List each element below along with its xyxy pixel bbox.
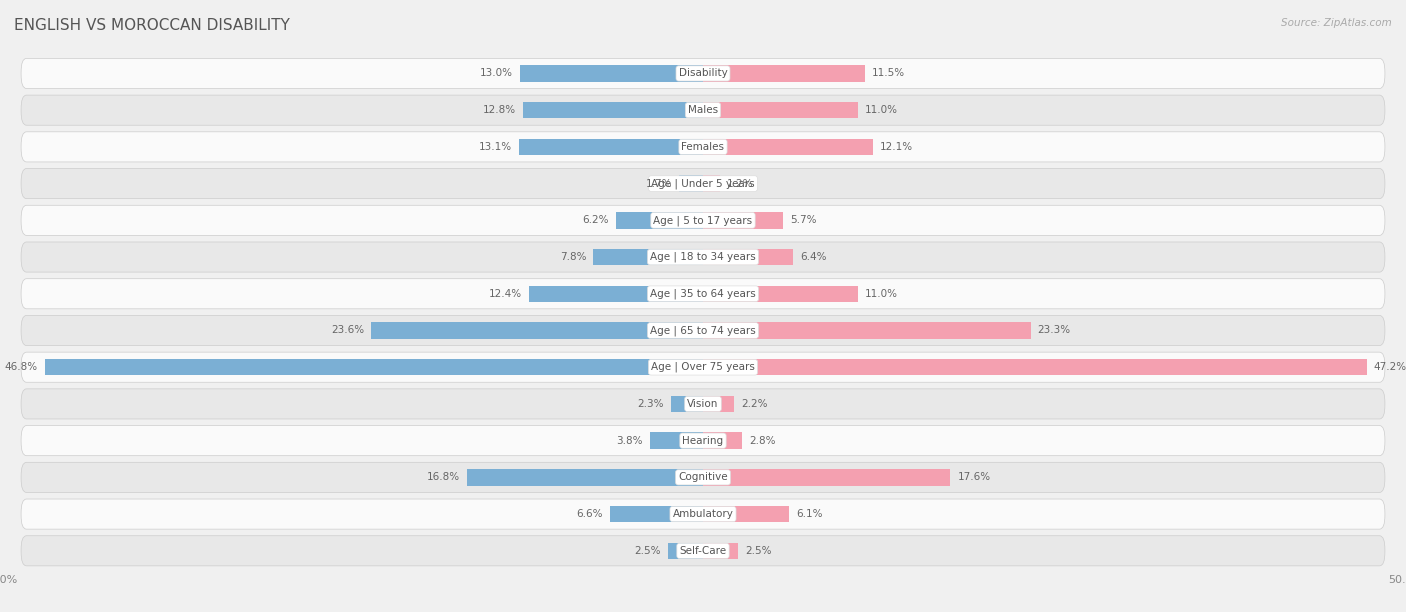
Text: Age | 5 to 17 years: Age | 5 to 17 years: [654, 215, 752, 226]
Text: 47.2%: 47.2%: [1374, 362, 1406, 372]
Text: Ambulatory: Ambulatory: [672, 509, 734, 519]
Text: Hearing: Hearing: [682, 436, 724, 446]
FancyBboxPatch shape: [21, 425, 1385, 456]
Bar: [45, 359, 703, 375]
Bar: [703, 249, 793, 265]
FancyBboxPatch shape: [21, 242, 1385, 272]
Text: Age | 18 to 34 years: Age | 18 to 34 years: [650, 252, 756, 263]
Text: Age | Over 75 years: Age | Over 75 years: [651, 362, 755, 373]
Text: Age | 65 to 74 years: Age | 65 to 74 years: [650, 325, 756, 336]
Text: 12.1%: 12.1%: [880, 142, 914, 152]
Text: 12.8%: 12.8%: [482, 105, 516, 115]
Bar: [616, 212, 703, 228]
Bar: [371, 323, 703, 338]
Text: 16.8%: 16.8%: [426, 472, 460, 482]
Bar: [703, 469, 950, 485]
FancyBboxPatch shape: [21, 315, 1385, 346]
Text: Source: ZipAtlas.com: Source: ZipAtlas.com: [1281, 18, 1392, 28]
Bar: [703, 212, 783, 228]
Text: 2.5%: 2.5%: [745, 546, 772, 556]
Bar: [703, 543, 738, 559]
Text: 17.6%: 17.6%: [957, 472, 991, 482]
Text: Males: Males: [688, 105, 718, 115]
FancyBboxPatch shape: [21, 58, 1385, 89]
Text: 6.1%: 6.1%: [796, 509, 823, 519]
Text: 5.7%: 5.7%: [790, 215, 817, 225]
Text: 23.3%: 23.3%: [1038, 326, 1071, 335]
Bar: [523, 102, 703, 118]
Text: 11.0%: 11.0%: [865, 289, 897, 299]
Bar: [703, 176, 720, 192]
Bar: [703, 396, 734, 412]
Bar: [650, 433, 703, 449]
Text: 3.8%: 3.8%: [616, 436, 643, 446]
Bar: [610, 506, 703, 522]
Text: 6.6%: 6.6%: [576, 509, 603, 519]
Bar: [519, 139, 703, 155]
Bar: [703, 286, 858, 302]
Text: Self-Care: Self-Care: [679, 546, 727, 556]
Text: 13.0%: 13.0%: [481, 69, 513, 78]
FancyBboxPatch shape: [21, 352, 1385, 382]
Bar: [593, 249, 703, 265]
FancyBboxPatch shape: [21, 95, 1385, 125]
FancyBboxPatch shape: [21, 168, 1385, 199]
Text: 2.2%: 2.2%: [741, 399, 768, 409]
Text: 13.1%: 13.1%: [478, 142, 512, 152]
Text: 2.3%: 2.3%: [637, 399, 664, 409]
Text: 6.2%: 6.2%: [582, 215, 609, 225]
Bar: [703, 139, 873, 155]
Bar: [671, 396, 703, 412]
Text: Cognitive: Cognitive: [678, 472, 728, 482]
Bar: [668, 543, 703, 559]
Text: 2.5%: 2.5%: [634, 546, 661, 556]
FancyBboxPatch shape: [21, 536, 1385, 566]
Bar: [679, 176, 703, 192]
Text: ENGLISH VS MOROCCAN DISABILITY: ENGLISH VS MOROCCAN DISABILITY: [14, 18, 290, 34]
Text: 7.8%: 7.8%: [560, 252, 586, 262]
Text: Age | 35 to 64 years: Age | 35 to 64 years: [650, 288, 756, 299]
Bar: [703, 65, 865, 81]
FancyBboxPatch shape: [21, 132, 1385, 162]
Text: 23.6%: 23.6%: [330, 326, 364, 335]
Bar: [520, 65, 703, 81]
Text: 12.4%: 12.4%: [488, 289, 522, 299]
Text: 6.4%: 6.4%: [800, 252, 827, 262]
FancyBboxPatch shape: [21, 462, 1385, 493]
Text: 1.2%: 1.2%: [727, 179, 754, 188]
Bar: [467, 469, 703, 485]
Bar: [529, 286, 703, 302]
Text: 11.5%: 11.5%: [872, 69, 905, 78]
Text: Disability: Disability: [679, 69, 727, 78]
FancyBboxPatch shape: [21, 389, 1385, 419]
FancyBboxPatch shape: [21, 205, 1385, 236]
Text: 11.0%: 11.0%: [865, 105, 897, 115]
Bar: [703, 433, 742, 449]
Text: Females: Females: [682, 142, 724, 152]
Bar: [703, 323, 1031, 338]
Bar: [703, 359, 1367, 375]
Bar: [703, 102, 858, 118]
Text: 2.8%: 2.8%: [749, 436, 776, 446]
Text: 46.8%: 46.8%: [4, 362, 38, 372]
FancyBboxPatch shape: [21, 278, 1385, 309]
Bar: [703, 506, 789, 522]
FancyBboxPatch shape: [21, 499, 1385, 529]
Legend: English, Moroccan: English, Moroccan: [616, 608, 790, 612]
Text: Vision: Vision: [688, 399, 718, 409]
Text: Age | Under 5 years: Age | Under 5 years: [651, 178, 755, 189]
Text: 1.7%: 1.7%: [645, 179, 672, 188]
